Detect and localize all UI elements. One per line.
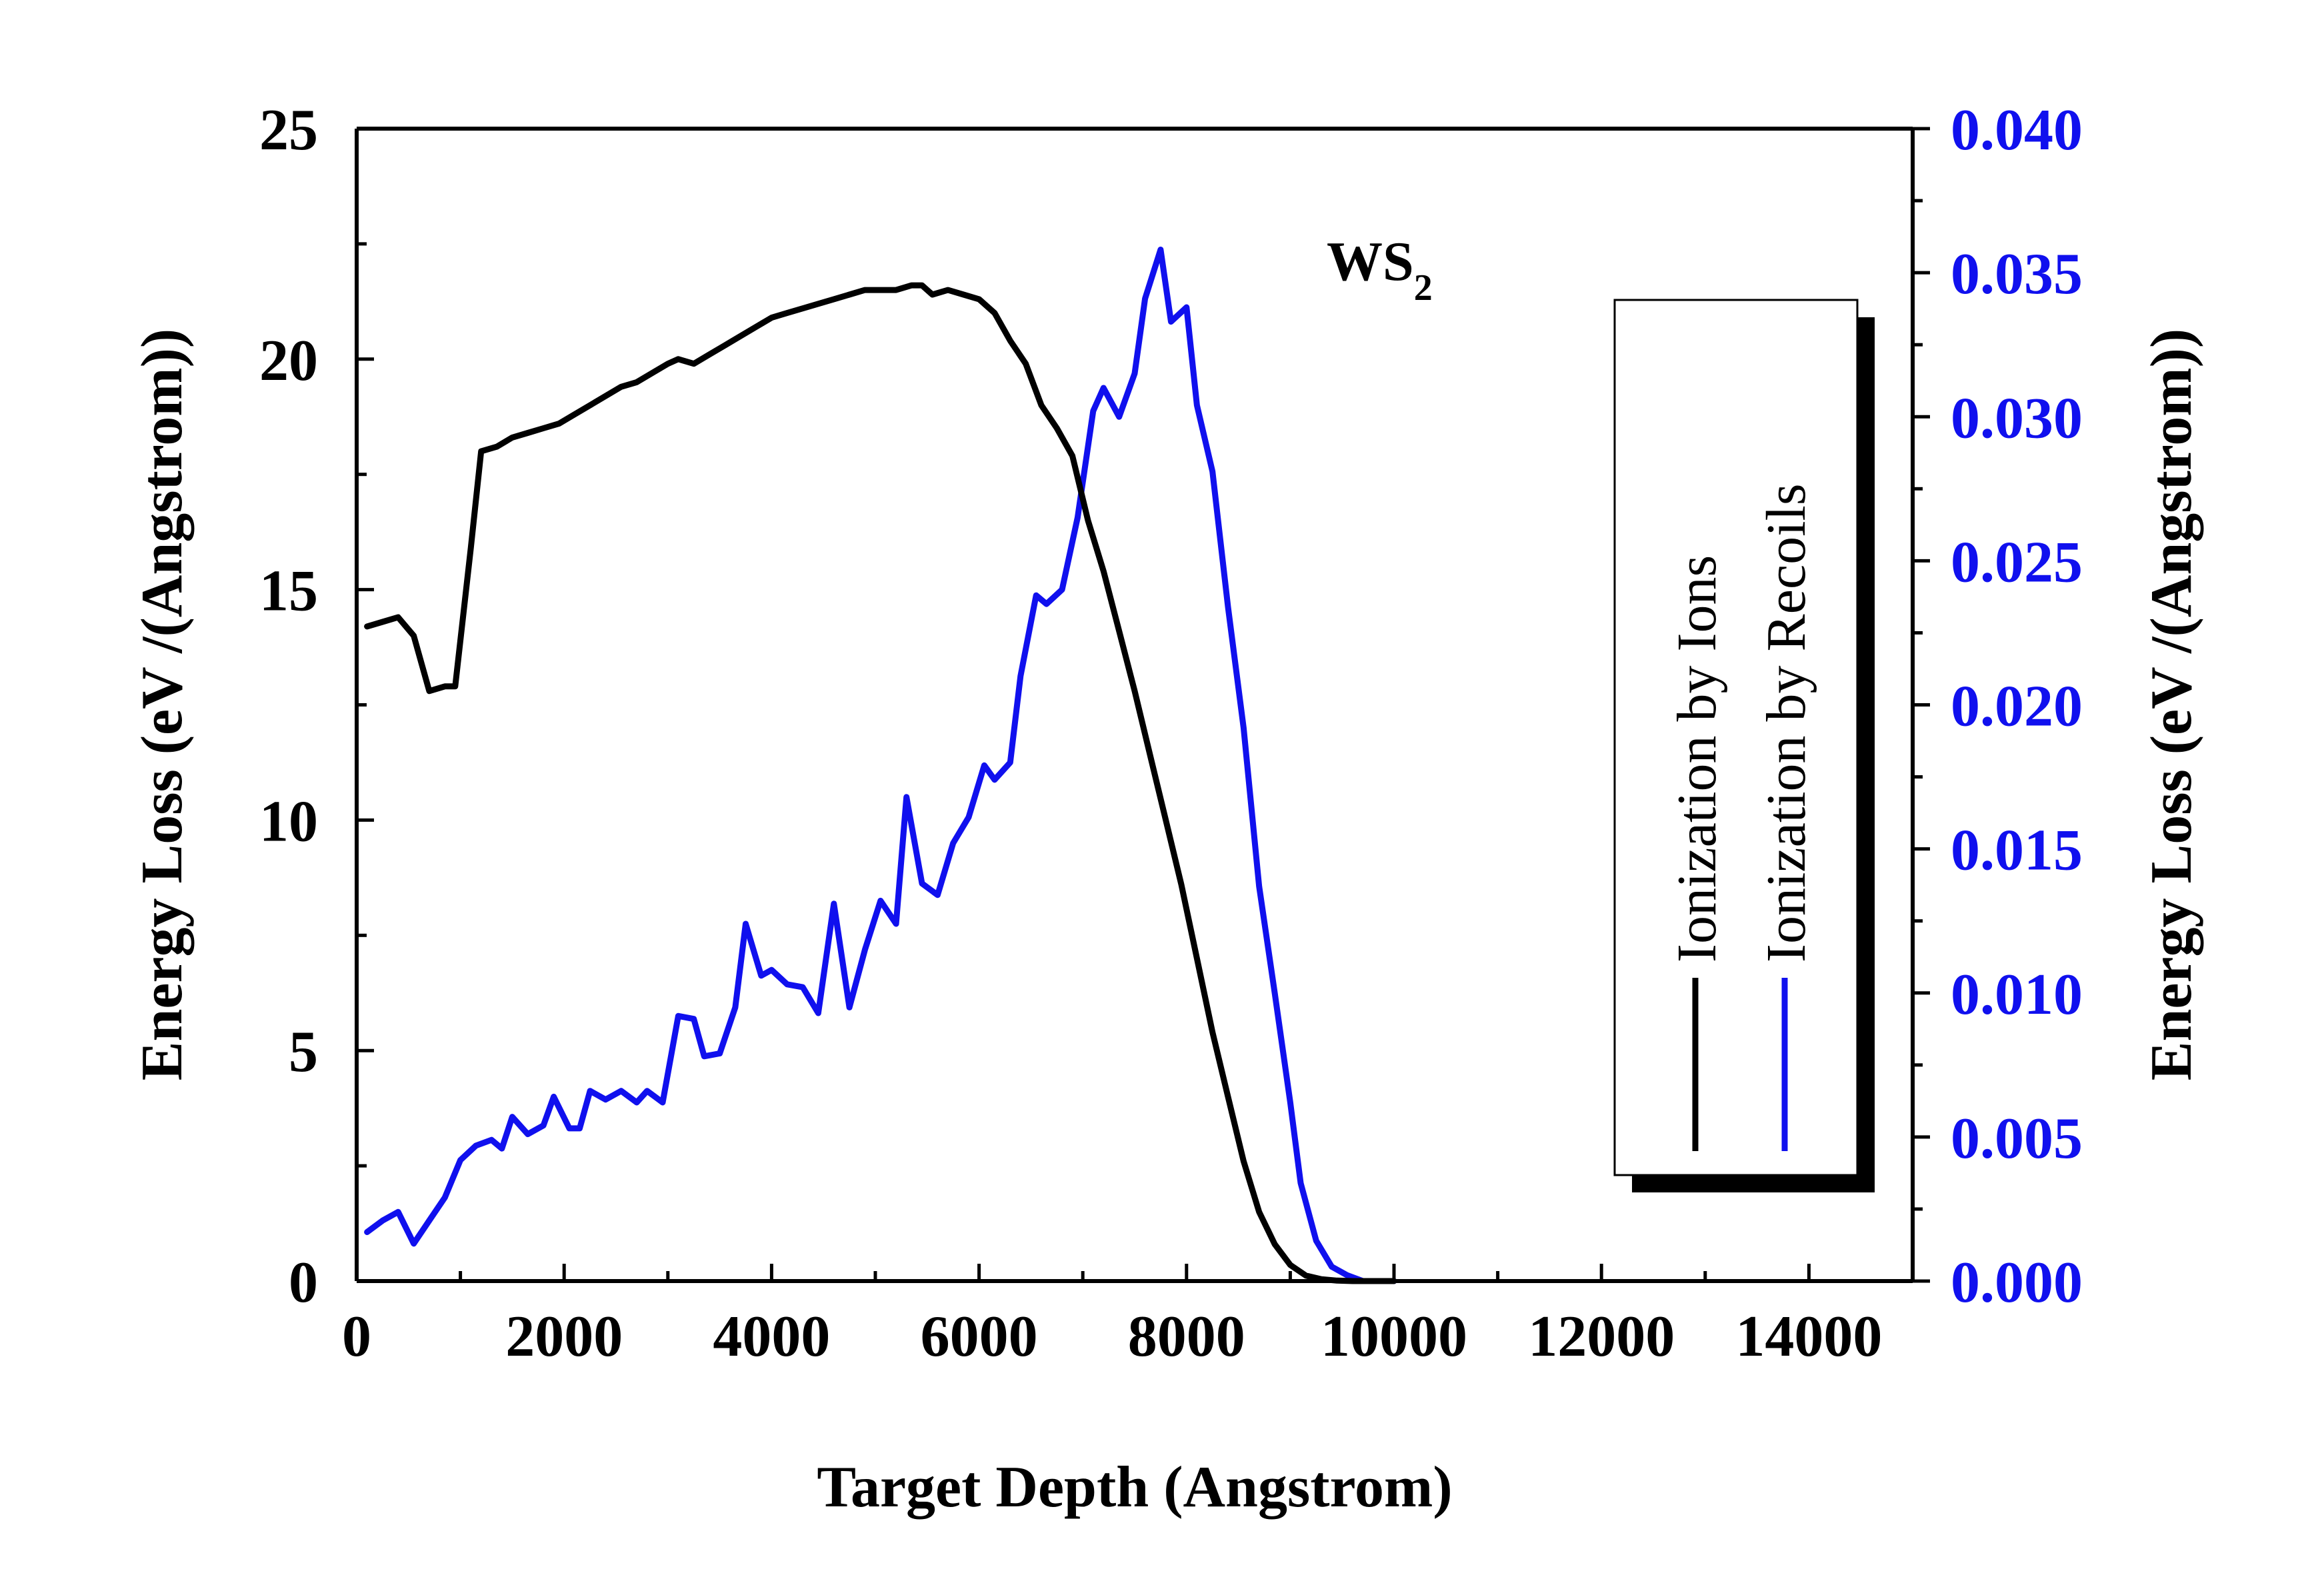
annotation-ws2: WS2 [1327,231,1433,309]
x-tick-label: 12000 [1528,1304,1675,1369]
plot-lines [364,247,1397,1284]
y-right-tick-label: 0.000 [1951,1250,2083,1315]
x-axis-title: Target Depth (Angstrom) [817,1455,1452,1520]
legend: Ionization by Ions Ionization by Recoils [1613,299,1875,1192]
y-left-tick-label: 5 [289,1020,318,1084]
y-right-tick-label: 0.035 [1951,242,2083,307]
y-left-tick-label: 25 [259,98,318,163]
y-right-tick-label: 0.040 [1951,98,2083,163]
x-tick-label: 10000 [1321,1304,1467,1369]
x-tick-label: 2000 [505,1304,623,1369]
y-axis-title-left: Energy Loss (eV /(Angstrom)) [130,329,195,1080]
series-line-ions [364,282,1397,1284]
legend-label-recoils: Ionization by Recoils [1755,483,1817,962]
legend-label-ions: Ionization by Ions [1666,555,1728,962]
tick-labels: 0 2000 4000 6000 8000 10000 12000 14000 0 5 10 15 20… [259,98,2083,1369]
y-left-tick-label: 20 [259,329,318,393]
y-axis-title-right: Energy Loss (eV /(Angstrom)) [2139,329,2204,1080]
y-right-tick-label: 0.020 [1951,675,2083,739]
x-tick-label: 6000 [921,1304,1038,1369]
y-left-tick-label: 0 [289,1250,318,1315]
y-left-tick-label: 10 [259,789,318,854]
y-left-tick-label: 15 [259,559,318,624]
legend-box [1613,299,1859,1176]
x-tick-label: 14000 [1735,1304,1882,1369]
y-right-tick-label: 0.015 [1951,818,2083,883]
y-right-tick-label: 0.010 [1951,962,2083,1027]
axes-frame [355,127,1915,1283]
x-tick-label: 0 [342,1304,371,1369]
x-tick-label: 8000 [1128,1304,1245,1369]
axis-ticks [355,127,1930,1283]
y-right-tick-label: 0.030 [1951,386,2083,451]
y-right-tick-label: 0.025 [1951,530,2083,595]
x-tick-label: 4000 [713,1304,830,1369]
series-line-recoils [364,247,1397,1284]
y-right-tick-label: 0.005 [1951,1106,2083,1171]
